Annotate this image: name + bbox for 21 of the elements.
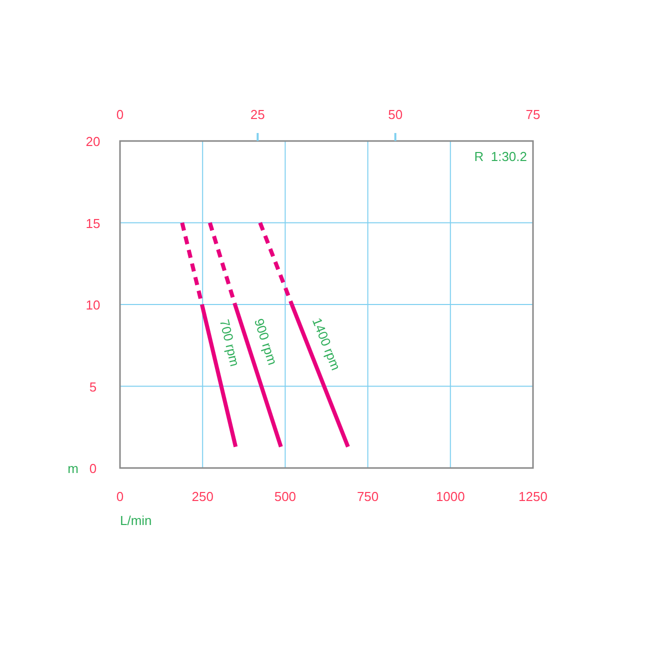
text: 700 rpm [216, 318, 242, 368]
x-tick-label: 750 [356, 489, 379, 504]
x-tick-label: 0 [116, 489, 124, 504]
x2-tick-label: 25 [250, 107, 265, 122]
text: 1400 rpm [309, 316, 344, 372]
x2-tick-label: 0 [116, 107, 124, 122]
x-tick-label: 500 [274, 489, 296, 504]
y-tick-label: 0 [89, 461, 97, 476]
annotation: R 1:30.2 [474, 149, 527, 164]
y-tick-label: 15 [86, 216, 100, 231]
x-tick-label: 1250 [518, 489, 548, 504]
y-axis-title: m [68, 461, 78, 476]
y-tick-label: 10 [86, 298, 100, 312]
x2-tick-label: 50 [388, 107, 403, 122]
x2-tick-label: 75 [526, 107, 540, 122]
y-tick-label: 5 [89, 379, 97, 394]
x-tick-label: 1000 [436, 489, 465, 504]
x-tick-label: 250 [192, 489, 214, 504]
text: 900 rpm [251, 316, 280, 367]
x-axis-title: L/min [120, 513, 152, 528]
y-tick-label: 20 [86, 134, 100, 149]
